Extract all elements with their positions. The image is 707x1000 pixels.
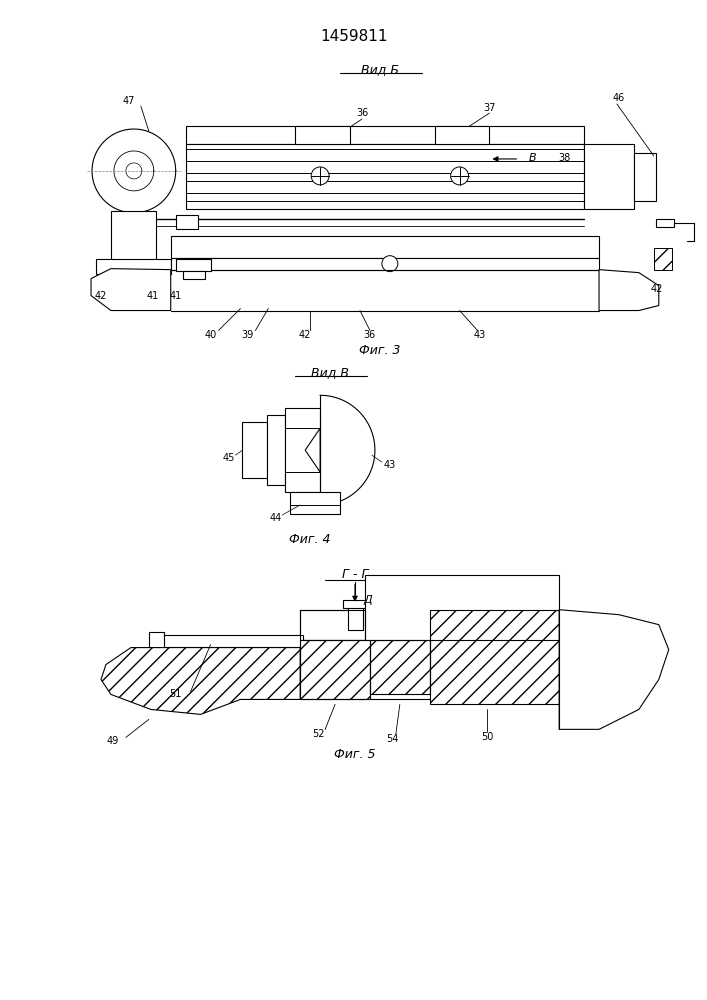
Text: Г - Г: Г - Г [341,568,368,581]
Polygon shape [305,428,320,472]
Text: 45: 45 [222,453,235,463]
Bar [111,211,156,261]
Text: Фиг. 5: Фиг. 5 [334,748,375,761]
Text: 1459811: 1459811 [320,29,387,44]
Bar [300,610,520,640]
Bar [182,271,204,279]
Bar [186,126,584,144]
Bar [156,635,303,647]
Text: 42: 42 [95,291,107,301]
Polygon shape [559,610,669,729]
Text: 36: 36 [356,108,368,118]
Bar [634,153,656,201]
Polygon shape [91,269,170,311]
Text: 36: 36 [364,330,376,340]
Text: Фиг. 3: Фиг. 3 [359,344,401,357]
Text: 49: 49 [107,736,119,746]
Bar [365,575,559,643]
Text: 51: 51 [170,689,182,699]
Text: Д: Д [363,595,373,605]
Bar [430,610,559,704]
Bar [370,640,430,694]
Bar [348,605,363,630]
Circle shape [450,167,469,185]
Bar [267,415,285,485]
Bar [656,219,674,227]
Bar [296,126,350,144]
Text: 54: 54 [387,734,399,744]
Text: 42: 42 [299,330,311,340]
Text: 47: 47 [123,96,135,106]
Bar [176,259,211,271]
Text: 52: 52 [312,729,325,739]
Bar [285,408,320,492]
Bar [186,144,584,209]
Text: Вид В: Вид В [311,366,349,379]
Polygon shape [599,270,659,311]
Bar [104,274,124,286]
Bar [148,632,164,650]
Text: Вид Б: Вид Б [361,63,399,76]
Text: 46: 46 [613,93,625,103]
Bar [584,144,634,209]
Text: 41: 41 [170,291,182,301]
Bar [300,640,370,699]
Text: 43: 43 [384,460,396,470]
Text: 50: 50 [481,732,493,742]
Bar [343,600,368,608]
Text: 40: 40 [204,330,216,340]
Text: 37: 37 [484,103,496,113]
Circle shape [382,256,398,272]
Bar [435,126,489,144]
Bar [654,248,672,270]
Text: 38: 38 [558,153,571,163]
Text: 44: 44 [269,513,281,523]
Text: В: В [528,153,536,163]
Text: 39: 39 [241,330,254,340]
Text: Фиг. 4: Фиг. 4 [289,533,331,546]
Text: 41: 41 [146,291,159,301]
Bar [291,492,340,514]
Bar [170,236,599,258]
Text: 42: 42 [650,284,663,294]
Text: 43: 43 [474,330,486,340]
Bar [96,259,170,274]
Bar [243,422,267,478]
Bar [176,215,198,229]
Circle shape [311,167,329,185]
Polygon shape [101,648,300,714]
Bar [170,258,599,270]
